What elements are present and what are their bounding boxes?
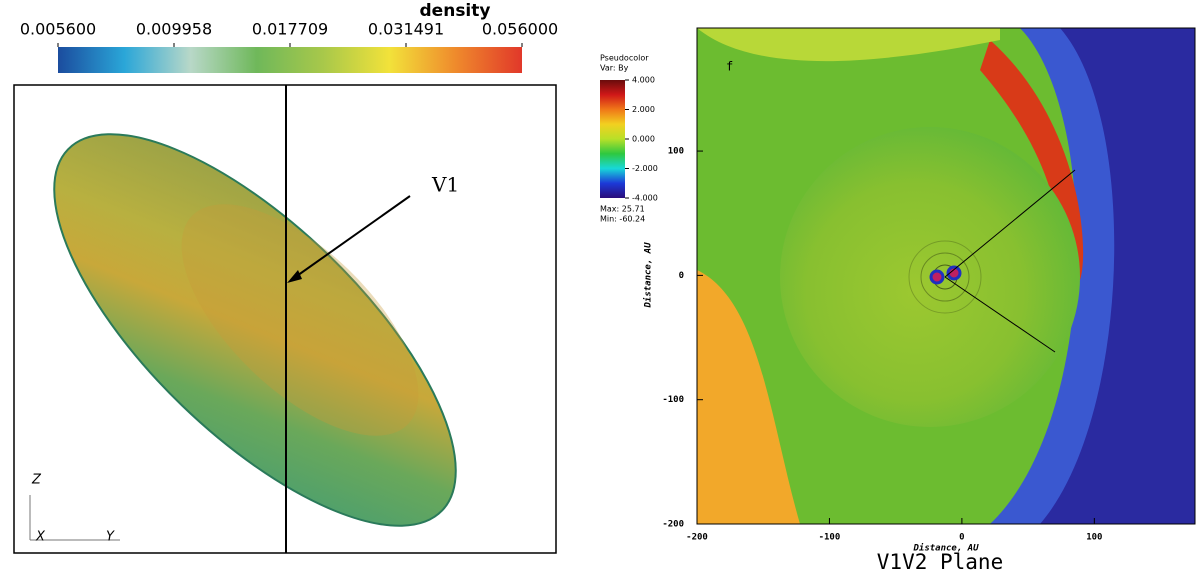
colorbar-title: density [420,1,491,21]
pseudocolor-image [697,28,1195,524]
panel-label: f [726,60,733,74]
max-label: Max: 25.71 [600,205,645,214]
legend-title: Pseudocolor [600,54,649,63]
arrow-head [287,270,302,283]
chart-title: V1V2 Plane [877,550,1003,571]
colorbar-tick-label: -2.000 [632,164,658,173]
plot-frame [696,27,1196,525]
x-tick-label: 0 [959,533,964,543]
axis-letter: Y [106,530,115,545]
colorbar-tick-label: 0.005600 [20,20,96,39]
x-tick-label: -200 [686,533,708,543]
surface-detail [181,204,419,436]
legend-var: Var: By [600,64,629,73]
annotation: V1 [431,173,459,197]
y-tick-label: 100 [668,147,684,157]
colorbar-tick-label: 0.056000 [482,20,558,39]
colorbar-tick-label: 0.009958 [136,20,212,39]
axis-letter: Z [31,473,42,488]
x-tick-label: -100 [819,533,841,543]
colorbar [58,47,522,73]
colorbar-tick-label: 0.000 [632,135,655,144]
y-tick-label: 0 [679,271,684,281]
colorbar-tick-label: 4.000 [632,76,655,85]
colorbar-tick-label: -4.000 [632,194,658,203]
y-tick-label: -200 [662,520,684,530]
colorbar-tick-label: 0.031491 [368,20,444,39]
y-axis-label: Distance, AU [643,242,654,309]
axis-letter: X [35,530,46,545]
x-axis-label: Distance, AU [912,543,979,554]
min-label: Min: -60.24 [600,215,645,224]
colorbar-tick-label: 2.000 [632,105,655,114]
y-tick-label: -100 [662,395,684,405]
x-tick-label: 100 [1086,533,1102,543]
colorbar-tick-label: 0.017709 [252,20,328,39]
colorbar [600,80,625,198]
arrow [293,195,411,279]
